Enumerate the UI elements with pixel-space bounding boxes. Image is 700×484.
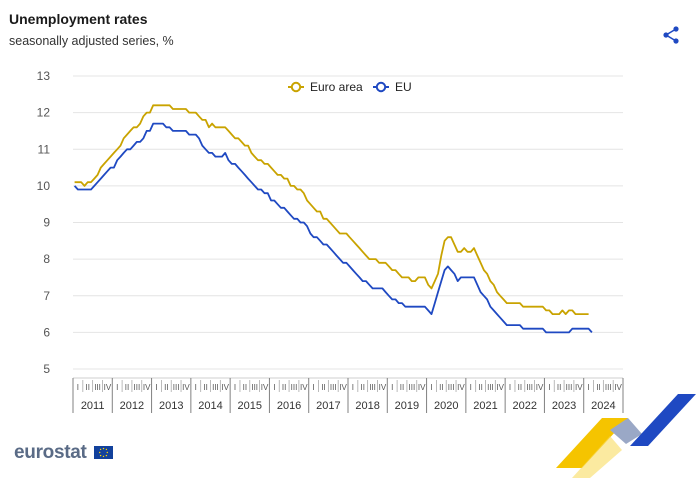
series-line (74, 104, 589, 316)
x-year-label: 2016 (277, 400, 301, 412)
quarter-label: III (251, 383, 258, 392)
quarter-label: III (448, 383, 455, 392)
quarter-label: II (557, 383, 561, 392)
x-year-label: 2019 (395, 400, 419, 412)
quarter-label: I (234, 383, 236, 392)
x-year-label: 2022 (513, 400, 537, 412)
quarter-label: IV (575, 383, 583, 392)
x-year-label: 2021 (473, 400, 497, 412)
x-year-label: 2012 (120, 400, 144, 412)
legend-marker (375, 81, 387, 93)
decorative-swoosh-icon (556, 394, 696, 478)
quarter-label: IV (536, 383, 544, 392)
quarter-label: III (173, 383, 180, 392)
y-tick-label: 11 (38, 142, 51, 156)
quarter-label: III (526, 383, 533, 392)
quarter-label: IV (221, 383, 229, 392)
quarter-label: I (391, 383, 393, 392)
quarter-label: I (509, 383, 511, 392)
quarter-label: I (195, 383, 197, 392)
x-year-label: 2023 (552, 400, 576, 412)
quarter-label: III (134, 383, 141, 392)
legend-label: Euro area (310, 80, 363, 94)
x-year-label: 2017 (316, 400, 340, 412)
quarter-label: I (352, 383, 354, 392)
quarter-label: IV (261, 383, 269, 392)
quarter-label: II (125, 383, 129, 392)
quarter-label: II (164, 383, 168, 392)
x-year-label: 2011 (81, 400, 105, 412)
quarter-label: I (116, 383, 118, 392)
quarter-label: I (313, 383, 315, 392)
quarter-label: IV (496, 383, 504, 392)
quarter-label: II (321, 383, 325, 392)
quarter-label: III (330, 383, 337, 392)
quarter-label: II (478, 383, 482, 392)
quarter-label: IV (182, 383, 190, 392)
quarter-label: II (400, 383, 404, 392)
quarter-label: IV (339, 383, 347, 392)
quarter-label: III (291, 383, 298, 392)
quarter-label: I (273, 383, 275, 392)
quarter-label: II (439, 383, 443, 392)
quarter-label: III (409, 383, 416, 392)
quarter-label: II (203, 383, 207, 392)
eurostat-logo: eurostat (14, 442, 87, 463)
chart-subtitle: seasonally adjusted series, % (9, 34, 174, 48)
y-tick-label: 6 (43, 325, 50, 339)
chart-title: Unemployment rates (9, 11, 148, 27)
quarter-label: III (487, 383, 494, 392)
y-tick-label: 13 (37, 69, 51, 83)
quarter-label: IV (614, 383, 622, 392)
quarter-label: I (588, 383, 590, 392)
quarter-label: I (470, 383, 472, 392)
quarter-label: I (77, 383, 79, 392)
quarter-label: IV (418, 383, 426, 392)
quarter-label: IV (379, 383, 387, 392)
y-tick-label: 9 (43, 216, 50, 230)
x-year-label: 2018 (355, 400, 379, 412)
quarter-label: III (94, 383, 101, 392)
eu-flag-icon (94, 446, 113, 459)
y-tick-label: 10 (37, 179, 51, 193)
x-year-label: 2013 (159, 400, 183, 412)
x-year-label: 2024 (591, 400, 615, 412)
legend-label: EU (395, 80, 412, 94)
quarter-label: IV (457, 383, 465, 392)
quarter-label: III (605, 383, 612, 392)
y-tick-label: 12 (37, 106, 51, 120)
quarter-label: II (282, 383, 286, 392)
quarter-label: III (369, 383, 376, 392)
quarter-label: II (518, 383, 522, 392)
quarter-label: I (430, 383, 432, 392)
quarter-label: III (566, 383, 573, 392)
quarter-label: I (155, 383, 157, 392)
legend-marker (290, 81, 302, 93)
quarter-label: IV (104, 383, 112, 392)
quarter-label: III (212, 383, 219, 392)
y-tick-label: 7 (43, 289, 50, 303)
quarter-label: II (243, 383, 247, 392)
share-icon[interactable] (660, 24, 682, 46)
quarter-label: IV (143, 383, 151, 392)
y-tick-label: 8 (43, 252, 50, 266)
quarter-label: II (86, 383, 90, 392)
y-tick-label: 5 (43, 362, 50, 376)
quarter-label: II (361, 383, 365, 392)
quarter-label: II (596, 383, 600, 392)
x-year-label: 2014 (198, 400, 222, 412)
x-year-label: 2015 (238, 400, 262, 412)
quarter-label: I (548, 383, 550, 392)
series-line (73, 122, 593, 334)
quarter-label: IV (300, 383, 308, 392)
x-year-label: 2020 (434, 400, 458, 412)
